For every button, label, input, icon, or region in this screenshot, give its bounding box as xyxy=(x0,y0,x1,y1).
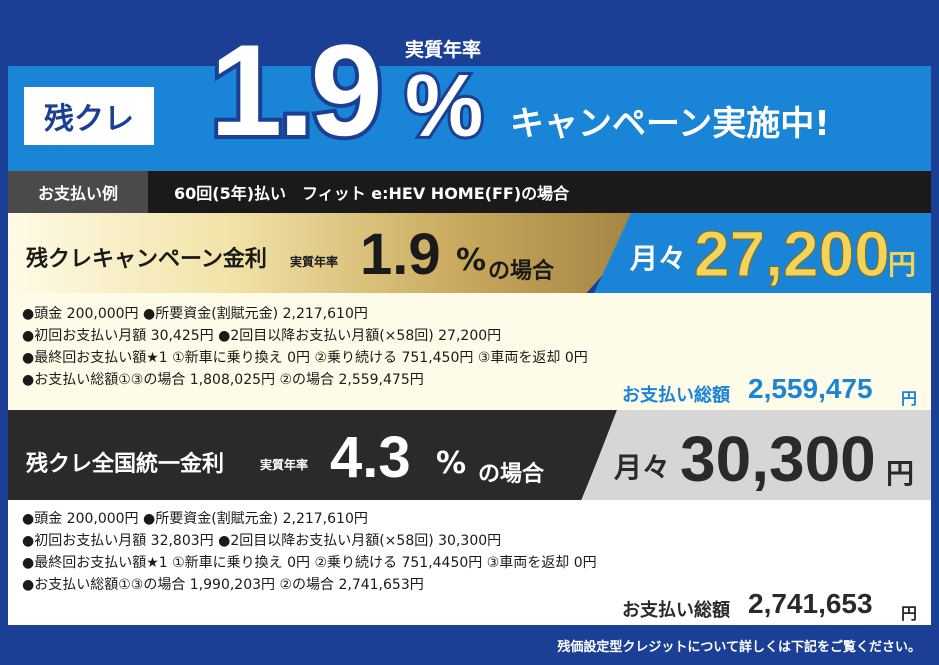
plan2-header: 残クレ全国統一金利 実質年率 4.3 % の場合 月々 30,300 円 xyxy=(8,410,931,500)
headline-percent: % xyxy=(402,56,486,155)
plan1-total-amount: 2,559,475 xyxy=(748,373,873,404)
zancre-badge: 残クレ xyxy=(24,87,154,145)
plan1-name: 残クレキャンペーン金利 xyxy=(26,247,267,272)
plan2-line: ●頭金 200,000円 ●所要資金(割賦元金) 2,217,610円 xyxy=(22,511,368,527)
plan2-case: の場合 xyxy=(478,462,545,487)
plan2-details: ●頭金 200,000円 ●所要資金(割賦元金) 2,217,610円 ●初回お… xyxy=(8,500,931,625)
plan1-header: 残クレキャンペーン金利 実質年率 1.9 % の場合 月々 27,200 円 xyxy=(8,213,931,293)
plan1-line: ●頭金 200,000円 ●所要資金(割賦元金) 2,217,610円 xyxy=(22,306,368,322)
headline-rate-label: 実質年率 xyxy=(405,39,482,61)
plan1-monthly-amount: 27,200 xyxy=(694,218,891,290)
payment-example-label: お支払い例 xyxy=(8,171,148,213)
footer-note: 残価設定型クレジットについて詳しくは下記をご覧ください。 xyxy=(557,640,921,655)
plan1-case: の場合 xyxy=(488,259,555,284)
plan2-total-label: お支払い総額 xyxy=(622,600,730,621)
plan2-monthly-label: 月々 xyxy=(614,451,671,484)
campaign-text: キャンペーン実施中! xyxy=(510,104,830,144)
plan1-total-label: お支払い総額 xyxy=(622,385,730,406)
headline-rate: 1.9 xyxy=(206,13,387,167)
payment-example-text: 60回(5年)払い フィット e:HEV HOME(FF)の場合 xyxy=(174,184,570,203)
plan2-name: 残クレ全国統一金利 xyxy=(26,452,225,477)
plan1-monthly-band xyxy=(594,213,931,293)
plan1-monthly-label: 月々 xyxy=(630,242,687,275)
plan2-rate-label: 実質年率 xyxy=(260,458,309,472)
plan1-monthly-yen: 円 xyxy=(888,248,917,281)
plan2-line: ●最終回お支払い額★1 ①新車に乗り換え 0円 ②乗り続ける 751,4450円… xyxy=(22,555,597,571)
plan2-monthly-amount: 30,300 xyxy=(680,423,876,495)
plan2-dark-band xyxy=(8,410,618,500)
plan1-line: ●初回お支払い月額 30,425円 ●2回目以降お支払い月額(×58回) 27,… xyxy=(22,328,502,344)
plan1-line: ●最終回お支払い額★1 ①新車に乗り換え 0円 ②乗り続ける 751,450円 … xyxy=(22,350,588,366)
plan1-rate-label: 実質年率 xyxy=(290,255,339,269)
plan2-monthly-yen: 円 xyxy=(886,457,915,490)
plan2-total-yen: 円 xyxy=(901,604,918,623)
plan2-rate: 4.3 xyxy=(330,425,411,490)
plan1-percent: % xyxy=(456,243,487,278)
plan1-total-yen: 円 xyxy=(901,389,918,408)
campaign-banner xyxy=(8,66,931,171)
plan2-total-amount: 2,741,653 xyxy=(748,588,873,619)
plan1-details: ●頭金 200,000円 ●所要資金(割賦元金) 2,217,610円 ●初回お… xyxy=(8,293,931,410)
plan1-rate: 1.9 xyxy=(360,222,441,287)
plan1-gold-band xyxy=(8,213,658,293)
plan2-monthly-band xyxy=(582,410,931,500)
plan1-line: ●お支払い総額①③の場合 1,808,025円 ②の場合 2,559,475円 xyxy=(22,372,424,388)
plan2-percent: % xyxy=(436,446,467,481)
plan2-line: ●初回お支払い月額 32,803円 ●2回目以降お支払い月額(×58回) 30,… xyxy=(22,533,502,549)
plan2-line: ●お支払い総額①③の場合 1,990,203円 ②の場合 2,741,653円 xyxy=(22,577,424,593)
payment-example-bar: お支払い例 60回(5年)払い フィット e:HEV HOME(FF)の場合 xyxy=(8,171,931,213)
